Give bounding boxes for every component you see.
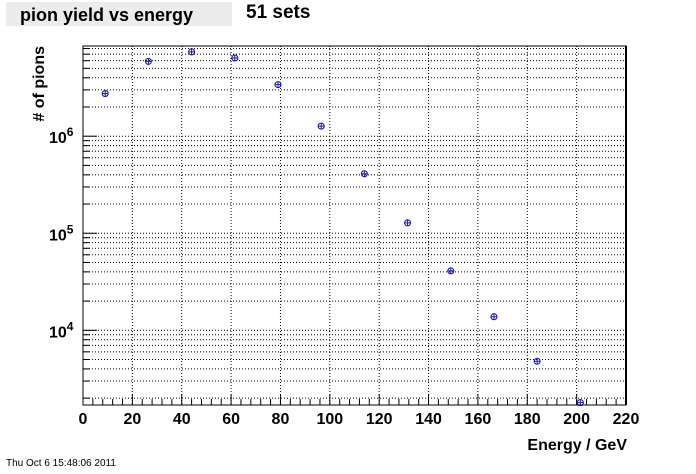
x-tick-label: 60 xyxy=(222,411,240,428)
x-tick-label: 20 xyxy=(123,411,141,428)
axes-layer: 0 20 40 60 80 100 120 140 160 180 200 220 104 105 106 xyxy=(49,45,640,428)
x-tick-label: 0 xyxy=(79,411,88,428)
x-tick-label: 200 xyxy=(563,411,590,428)
x-tick-label: 100 xyxy=(316,411,343,428)
x-tick-label: 220 xyxy=(613,411,640,428)
data-point xyxy=(360,170,368,178)
title-box: pion yield vs energy xyxy=(6,2,232,26)
data-point xyxy=(231,54,239,62)
y-tick-label: 104 xyxy=(49,319,74,341)
grid-layer xyxy=(83,46,626,405)
y-tick-label: 105 xyxy=(49,222,74,244)
x-tick-label: 40 xyxy=(173,411,191,428)
x-axis-title: Energy / GeV xyxy=(527,437,627,454)
x-tick-label: 120 xyxy=(366,411,393,428)
timestamp: Thu Oct 6 15:48:06 2011 xyxy=(6,458,116,469)
chart-title: pion yield vs energy xyxy=(20,5,194,25)
data-point xyxy=(447,267,455,275)
y-axis-title: # of pions xyxy=(31,46,48,122)
x-tick-label: 80 xyxy=(272,411,290,428)
y-tick-label: 106 xyxy=(49,125,74,147)
data-point xyxy=(188,48,196,56)
data-point xyxy=(533,357,541,365)
x-tick-label: 160 xyxy=(465,411,492,428)
chart-subtitle: 51 sets xyxy=(246,2,311,23)
data-point xyxy=(404,219,412,227)
data-point xyxy=(317,122,325,130)
marks-layer xyxy=(101,48,584,407)
data-point xyxy=(144,57,152,65)
data-point xyxy=(490,313,498,321)
x-tick-label: 180 xyxy=(514,411,541,428)
data-point xyxy=(274,81,282,89)
plot-frame xyxy=(82,45,627,406)
x-tick-label: 140 xyxy=(415,411,442,428)
data-point xyxy=(101,90,109,98)
